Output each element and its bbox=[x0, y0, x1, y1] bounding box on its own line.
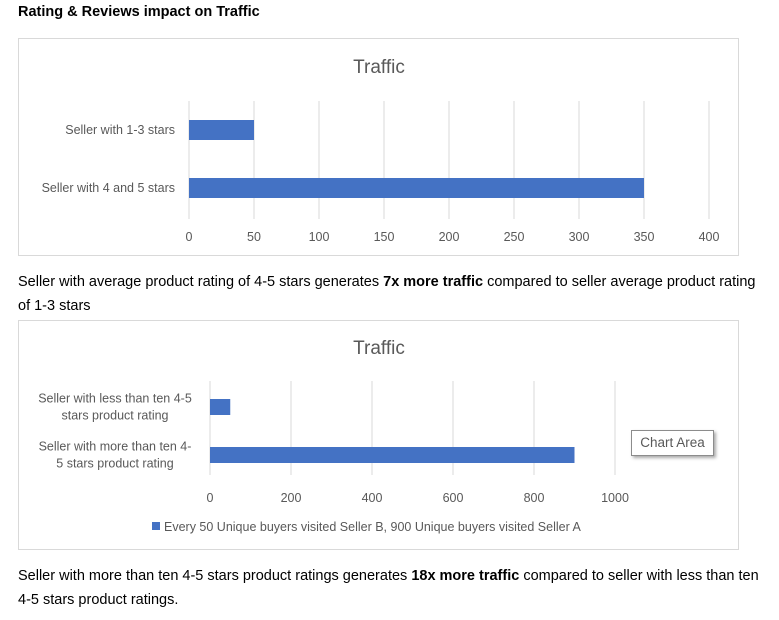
text: Seller with average product rating of 4-… bbox=[18, 274, 384, 290]
category-label: Seller with more than ten 4- bbox=[39, 440, 192, 454]
x-tick-label: 400 bbox=[699, 230, 720, 244]
x-tick-label: 100 bbox=[309, 230, 330, 244]
x-tick-label: 1000 bbox=[601, 491, 629, 505]
x-tick-label: 0 bbox=[186, 230, 193, 244]
chart-traffic-1[interactable]: Traffic 0 50 100 150 200 250 300 350 400 Seller wi… bbox=[18, 38, 739, 256]
text: compared to seller average product ratin… bbox=[18, 274, 756, 314]
legend-label: Every 50 Unique buyers visited Seller B,… bbox=[164, 520, 582, 534]
paragraph-2: Seller with more than ten 4-5 stars prod… bbox=[18, 564, 768, 612]
x-tick-label: 300 bbox=[569, 230, 590, 244]
x-tick-label: 200 bbox=[281, 491, 302, 505]
bar bbox=[210, 447, 575, 463]
x-tick-label: 600 bbox=[443, 491, 464, 505]
x-tick-label: 800 bbox=[524, 491, 545, 505]
chart-title: Traffic bbox=[353, 57, 405, 78]
category-label: stars product rating bbox=[62, 409, 169, 423]
heading: Rating & Reviews impact on Traffic bbox=[18, 4, 260, 20]
chart-title: Traffic bbox=[353, 338, 405, 359]
chart-traffic-2[interactable]: Traffic 0 200 400 600 800 1000 Seller with less… bbox=[18, 320, 739, 550]
paragraph-1: Seller with average product rating of 4-… bbox=[18, 270, 768, 318]
x-tick-label: 350 bbox=[634, 230, 655, 244]
bold-text: 18x more traffic bbox=[411, 568, 520, 584]
text: Seller with more than ten 4-5 stars prod… bbox=[18, 568, 412, 584]
bar bbox=[189, 120, 254, 140]
legend-swatch bbox=[152, 522, 160, 530]
category-label: Seller with less than ten 4-5 bbox=[38, 392, 192, 406]
bar bbox=[210, 399, 231, 415]
bar bbox=[189, 178, 644, 198]
category-label: Seller with 1-3 stars bbox=[65, 123, 175, 137]
x-tick-label: 250 bbox=[504, 230, 525, 244]
x-tick-label: 50 bbox=[247, 230, 261, 244]
x-tick-label: 150 bbox=[374, 230, 395, 244]
x-tick-label: 400 bbox=[362, 491, 383, 505]
text: compared to seller with less than ten 4-… bbox=[18, 568, 759, 608]
chart-area-tooltip: Chart Area bbox=[631, 430, 714, 456]
category-label: 5 stars product rating bbox=[56, 457, 173, 471]
category-label: Seller with 4 and 5 stars bbox=[42, 181, 175, 195]
x-tick-label: 200 bbox=[439, 230, 460, 244]
x-tick-label: 0 bbox=[207, 491, 214, 505]
bold-text: 7x more traffic bbox=[383, 274, 484, 290]
